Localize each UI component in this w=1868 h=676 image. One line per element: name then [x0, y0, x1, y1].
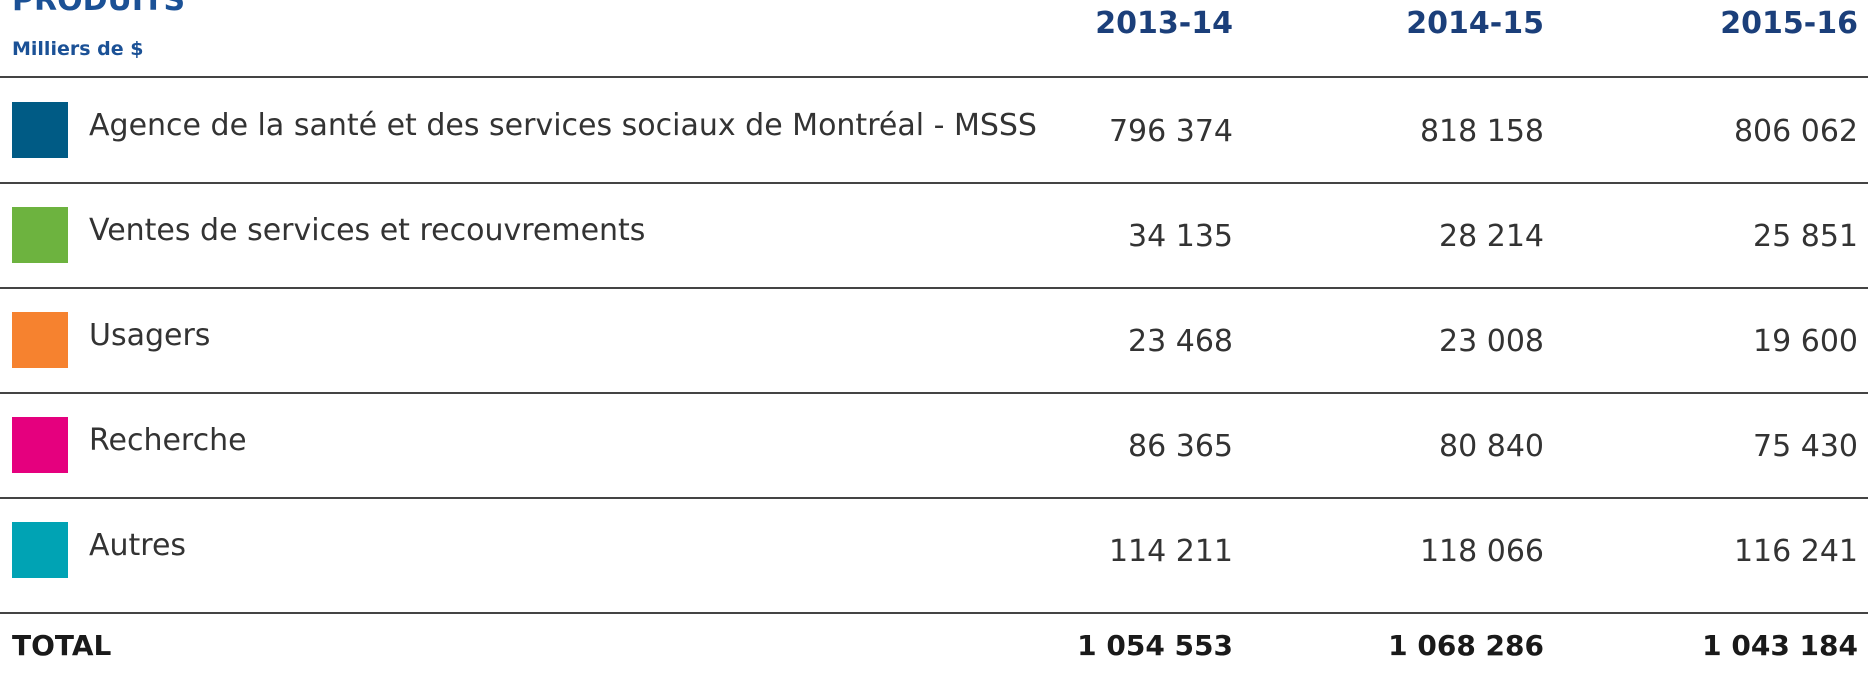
- cell-value: 86 365: [1128, 429, 1233, 464]
- row-label: Recherche: [89, 423, 247, 458]
- total-value: 1 054 553: [1077, 629, 1233, 662]
- cell-value: 796 374: [1108, 114, 1233, 149]
- column-header: 2013-14: [1095, 6, 1233, 41]
- total-label: TOTAL: [12, 629, 112, 662]
- divider: [0, 612, 1868, 614]
- row-label: Usagers: [89, 318, 211, 353]
- cell-value: 818 158: [1419, 114, 1544, 149]
- table-subtitle: Milliers de $: [12, 38, 144, 60]
- total-value: 1 043 184: [1702, 629, 1858, 662]
- divider: [0, 287, 1868, 289]
- row-label: Autres: [89, 528, 187, 563]
- cell-value: 116 241: [1733, 534, 1858, 569]
- row-label: Ventes de services et recouvrements: [89, 213, 646, 248]
- cell-value: 19 600: [1753, 324, 1858, 359]
- row-label: Agence de la santé et des services socia…: [89, 108, 1037, 143]
- color-swatch: [12, 312, 68, 368]
- cell-value: 25 851: [1753, 219, 1858, 254]
- cell-value: 118 066: [1419, 534, 1544, 569]
- cell-value: 23 008: [1439, 324, 1544, 359]
- cell-value: 28 214: [1439, 219, 1544, 254]
- cell-value: 114 211: [1108, 534, 1233, 569]
- cell-value: 34 135: [1128, 219, 1233, 254]
- color-swatch: [12, 417, 68, 473]
- divider: [0, 392, 1868, 394]
- cell-value: 23 468: [1128, 324, 1233, 359]
- color-swatch: [12, 207, 68, 263]
- cell-value: 80 840: [1439, 429, 1544, 464]
- total-value: 1 068 286: [1388, 629, 1544, 662]
- column-header: 2014-15: [1406, 6, 1544, 41]
- color-swatch: [12, 522, 68, 578]
- divider: [0, 497, 1868, 499]
- column-header: 2015-16: [1720, 6, 1858, 41]
- table-title: PRODUITS: [12, 0, 186, 18]
- divider: [0, 182, 1868, 184]
- cell-value: 75 430: [1753, 429, 1858, 464]
- cell-value: 806 062: [1733, 114, 1858, 149]
- divider: [0, 76, 1868, 78]
- color-swatch: [12, 102, 68, 158]
